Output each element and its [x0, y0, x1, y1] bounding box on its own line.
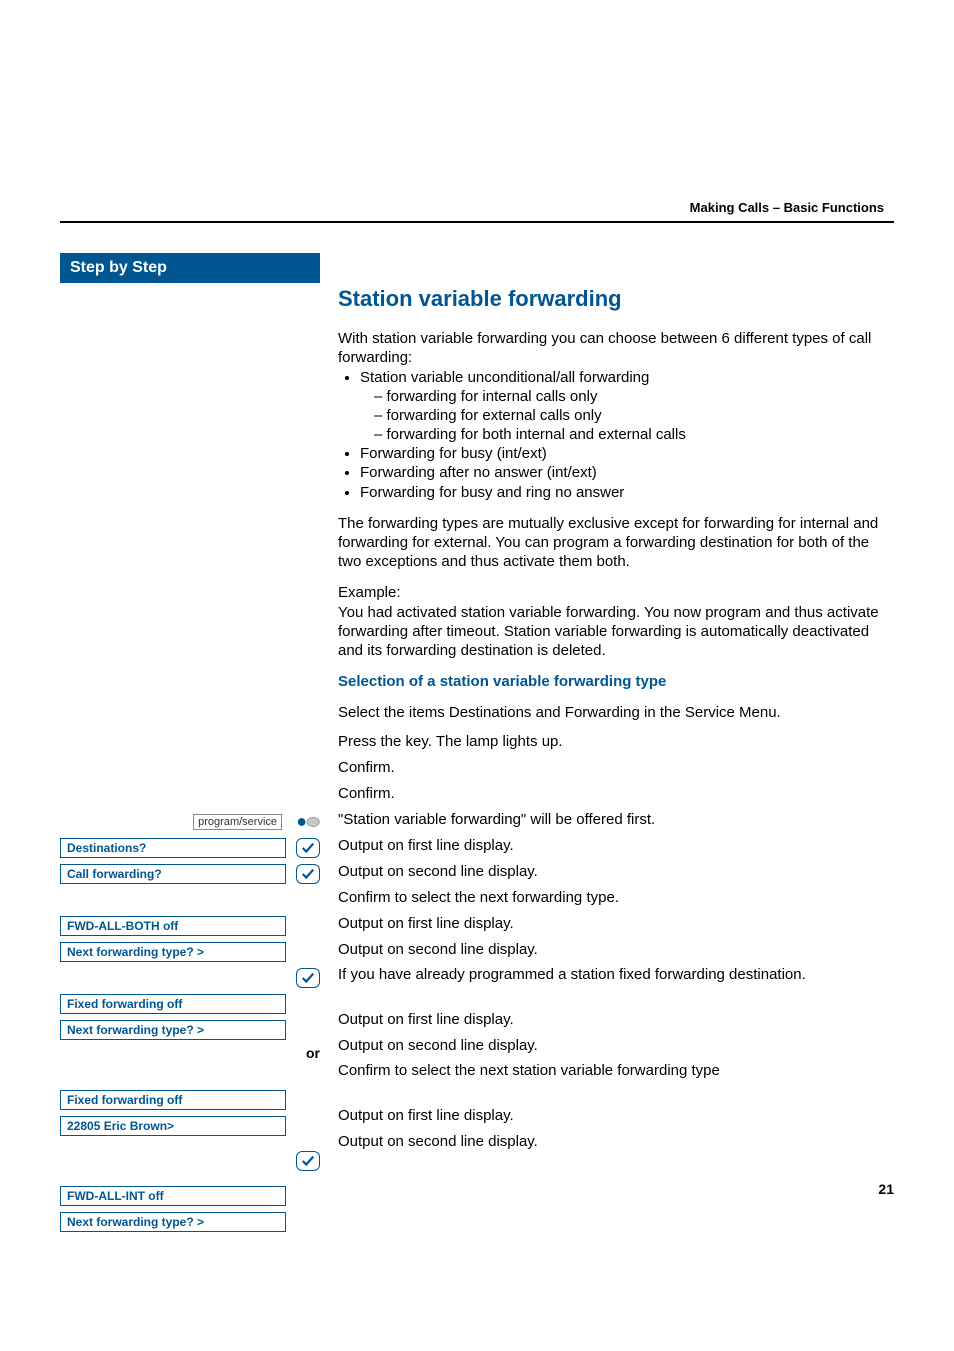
row-text-fwd-all-int: Output on first line display. — [338, 1105, 894, 1127]
row-text-next-fwd-1: Output on second line display. — [338, 861, 894, 883]
side-row-program-service: program/service — [60, 811, 320, 833]
row-text-fwd-all-both: Output on first line display. — [338, 835, 894, 857]
side-row-fixed-fwd-2: Fixed forwarding off — [60, 1089, 320, 1111]
sidebar-spacer — [60, 287, 320, 807]
confirm-icon — [286, 864, 320, 884]
list-item: forwarding for internal calls only — [374, 387, 894, 406]
display-box: 22805 Eric Brown> — [60, 1116, 286, 1136]
list-item: Forwarding after no answer (int/ext) — [360, 463, 894, 482]
confirm-icon — [286, 1151, 320, 1171]
key-icon — [286, 814, 320, 830]
list-item: forwarding for external calls only — [374, 406, 894, 425]
row-text-next-fwd-2: Output on second line display. — [338, 939, 894, 961]
display-box: Destinations? — [60, 838, 286, 858]
display-box: Call forwarding? — [60, 864, 286, 884]
side-row-next-fwd-2: Next forwarding type? > — [60, 1019, 320, 1041]
display-box: FWD-ALL-BOTH off — [60, 916, 286, 936]
row-text-confirm-next: Confirm to select the next forwarding ty… — [338, 887, 894, 909]
side-row-confirm-next — [60, 967, 320, 989]
row-text-call-forwarding: Confirm. — [338, 783, 894, 805]
side-row-call-forwarding: Call forwarding? — [60, 863, 320, 885]
row-text-22805: Output on second line display. — [338, 1035, 894, 1057]
side-row-next-fwd-3: Next forwarding type? > — [60, 1211, 320, 1233]
display-box: Fixed forwarding off — [60, 1090, 286, 1110]
sidebar-spacer — [60, 889, 320, 911]
content-top-space — [338, 253, 894, 285]
side-row-or: or — [60, 1045, 320, 1085]
bullet-text: Station variable unconditional/all forwa… — [360, 369, 649, 386]
content-column: Station variable forwarding With station… — [338, 253, 894, 1233]
example-label: Example: — [338, 584, 401, 601]
list-item: Station variable unconditional/all forwa… — [360, 368, 894, 445]
header-divider — [60, 221, 894, 223]
key-label: program/service — [193, 814, 282, 830]
sidebar: Step by Step program/service Destination… — [60, 253, 320, 1233]
check-icon — [296, 1151, 320, 1171]
offered-first-text: "Station variable forwarding" will be of… — [338, 809, 894, 831]
or-label: or — [60, 1045, 320, 1061]
display-box: Fixed forwarding off — [60, 994, 286, 1014]
row-text-destinations: Confirm. — [338, 757, 894, 779]
example-block: Example: You had activated station varia… — [338, 583, 894, 660]
row-text-next-fwd-3: Output on second line display. — [338, 1131, 894, 1153]
side-row-destinations: Destinations? — [60, 837, 320, 859]
check-icon — [296, 864, 320, 884]
display-box: Next forwarding type? > — [60, 942, 286, 962]
row-text-fixed-fwd-2: Output on first line display. — [338, 1009, 894, 1031]
example-body: You had activated station variable forwa… — [338, 604, 879, 659]
row-text-fixed-fwd-1: Output on first line display. — [338, 913, 894, 935]
check-icon — [296, 838, 320, 858]
display-box: Next forwarding type? > — [60, 1020, 286, 1040]
row-text-program-service: Press the key. The lamp lights up. — [338, 731, 894, 753]
select-items-paragraph: Select the items Destinations and Forwar… — [338, 703, 894, 722]
page: Making Calls – Basic Functions Step by S… — [0, 0, 954, 1293]
side-row-22805: 22805 Eric Brown> — [60, 1115, 320, 1137]
row-text-confirm-next-2: Confirm to select the next station varia… — [338, 1061, 894, 1101]
side-row-fwd-all-both: FWD-ALL-BOTH off — [60, 915, 320, 937]
display-box: FWD-ALL-INT off — [60, 1186, 286, 1206]
subsection-heading: Selection of a station variable forwardi… — [338, 672, 894, 691]
row-text-or: If you have already programmed a station… — [338, 965, 894, 1005]
running-head: Making Calls – Basic Functions — [60, 200, 894, 215]
list-item: Forwarding for busy and ring no answer — [360, 483, 894, 502]
check-icon — [296, 968, 320, 988]
confirm-icon — [286, 838, 320, 858]
confirm-icon — [286, 968, 320, 988]
mutual-exclusive-paragraph: The forwarding types are mutually exclus… — [338, 514, 894, 572]
two-column-layout: Step by Step program/service Destination… — [60, 253, 894, 1233]
intro-lead: With station variable forwarding you can… — [338, 330, 871, 366]
list-item: forwarding for both internal and externa… — [374, 425, 894, 444]
section-heading: Station variable forwarding — [338, 285, 894, 313]
side-row-next-fwd-1: Next forwarding type? > — [60, 941, 320, 963]
intro-paragraph: With station variable forwarding you can… — [338, 329, 894, 502]
sub-list: forwarding for internal calls only forwa… — [360, 387, 894, 445]
list-item: Forwarding for busy (int/ext) — [360, 444, 894, 463]
step-by-step-header: Step by Step — [60, 253, 320, 283]
side-row-fixed-fwd-1: Fixed forwarding off — [60, 993, 320, 1015]
display-box: Next forwarding type? > — [60, 1212, 286, 1232]
forwarding-types-list: Station variable unconditional/all forwa… — [338, 368, 894, 502]
page-number: 21 — [338, 1181, 894, 1199]
side-row-confirm-next-2 — [60, 1141, 320, 1181]
side-row-fwd-all-int: FWD-ALL-INT off — [60, 1185, 320, 1207]
